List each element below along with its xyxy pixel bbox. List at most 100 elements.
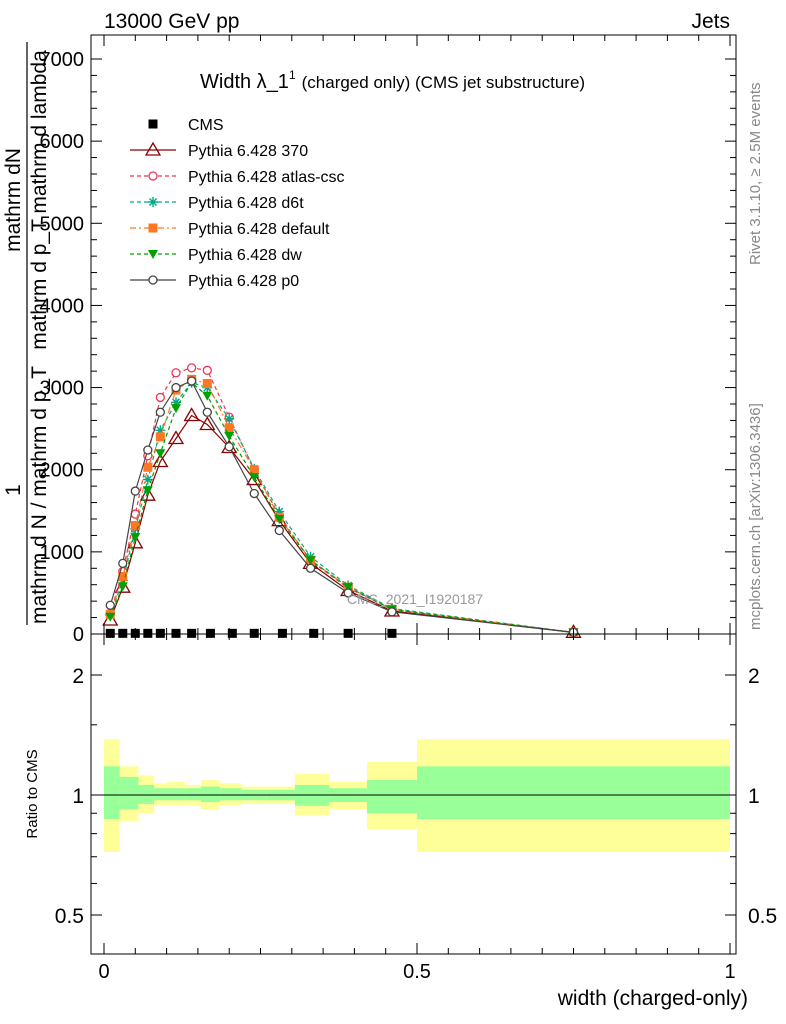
- legend-marker: [148, 119, 158, 129]
- series-4: [105, 374, 578, 637]
- legend-label: Pythia 6.428 dw: [188, 247, 302, 264]
- data-point: [155, 392, 165, 403]
- data-point: [130, 486, 140, 496]
- data-point: [118, 558, 128, 569]
- data-point: [305, 556, 316, 566]
- ratio-ytick-label-left: 1: [72, 785, 84, 808]
- data-point: [171, 382, 181, 393]
- main-ytick-label: 7000: [40, 49, 85, 71]
- data-point: [155, 407, 165, 417]
- xtick-label: 1: [724, 961, 735, 983]
- legend: CMS Pythia 6.428 370 Pythia 6.428 atlas-cs…: [130, 117, 345, 290]
- data-point: [387, 607, 397, 617]
- data-point: [171, 368, 181, 378]
- data-point: [249, 628, 259, 638]
- main-yticks: 0 1000 2000 3000 4000 5000 6000 7000: [40, 49, 736, 646]
- data-point: [118, 572, 128, 581]
- main-ytick-label: 4000: [40, 295, 85, 317]
- series-6: [105, 376, 579, 638]
- data-point: [343, 588, 353, 598]
- data-point: [249, 465, 259, 475]
- legend-label: Pythia 6.428 d6t: [188, 195, 304, 212]
- legend-entry: Pythia 6.428 d6t: [130, 195, 304, 212]
- data-point: [274, 525, 284, 536]
- data-point: [130, 521, 140, 531]
- header-right: Jets: [691, 10, 730, 33]
- main-xticks: [103, 35, 731, 634]
- data-point: [246, 471, 263, 486]
- ratio-ylabel: Ratio to CMS: [24, 749, 41, 838]
- data-point: [224, 423, 234, 433]
- legend-label: Pythia 6.428 p0: [188, 273, 299, 290]
- data-point: [343, 628, 353, 638]
- data-point: [309, 628, 319, 638]
- legend-entry: Pythia 6.428 default: [130, 221, 330, 238]
- data-point: [199, 416, 216, 431]
- data-point: [117, 582, 128, 592]
- ratio-ytick-label-right: 1: [748, 785, 760, 808]
- main-ytick-label: 0: [73, 624, 84, 646]
- ratio-panel: 0.5 0.51 12 2 0 0.5 1 Ratio to CMS width (cha…: [24, 633, 777, 1010]
- data-point: [143, 462, 153, 472]
- main-ytick-label: 3000: [40, 378, 85, 400]
- ratio-inner-band: [185, 788, 202, 801]
- data-point: [155, 628, 165, 638]
- ylabel-top-denominator: mathrm d p_T mathrm d lambda: [28, 50, 51, 350]
- ratio-ytick-label-right: 0.5: [748, 905, 777, 928]
- data-point: [118, 628, 128, 638]
- ylabel-top-numerator: mathrm dN: [2, 148, 25, 252]
- main-ytick-label: 5000: [40, 213, 85, 235]
- ylabel-prefix-numerator: 1: [2, 484, 25, 496]
- data-point: [143, 445, 153, 455]
- ratio-frame: [90, 633, 737, 955]
- data-point: [130, 509, 140, 519]
- data-point: [224, 413, 235, 424]
- data-point: [187, 628, 197, 638]
- legend-marker: [148, 223, 158, 233]
- rivet-label: Rivet 3.1.10, ≥ 2.5M events: [747, 83, 764, 266]
- ratio-yticks: 0.5 0.5 1 1 2 2: [55, 665, 777, 928]
- data-point: [142, 474, 153, 485]
- data-point: [170, 397, 181, 408]
- legend-entry: Pythia 6.428 370: [130, 141, 308, 160]
- legend-marker: [148, 171, 158, 181]
- data-point: [202, 365, 212, 375]
- legend-label: Pythia 6.428 atlas-csc: [188, 169, 345, 186]
- data-point: [102, 611, 119, 626]
- ratio-inner-band: [366, 780, 417, 814]
- data-point: [274, 506, 285, 517]
- ratio-inner-band: [138, 784, 155, 804]
- ratio-ytick-label-left: 2: [72, 665, 84, 688]
- data-point: [202, 391, 213, 401]
- series-line: [109, 414, 574, 633]
- data-point: [202, 407, 212, 417]
- data-point: [205, 628, 215, 638]
- data-point: [274, 515, 285, 524]
- data-point: [227, 628, 237, 638]
- data-point: [130, 533, 141, 543]
- main-ytick-label: 6000: [40, 131, 85, 153]
- ratio-ytick-label-right: 2: [748, 665, 760, 688]
- ratio-inner-band: [219, 788, 242, 801]
- data-point: [343, 583, 354, 593]
- legend-marker: [144, 141, 162, 156]
- header-left: 13000 GeV pp: [104, 10, 239, 33]
- main-series-group: [102, 363, 582, 639]
- main-ytick-label: 2000: [40, 460, 85, 482]
- main-ylabel: mathrm dN mathrm d p_T mathrm d lambda 1…: [2, 42, 51, 625]
- legend-label: Pythia 6.428 default: [188, 221, 330, 238]
- data-point: [183, 407, 200, 422]
- ratio-xticks: 0 0.5 1: [98, 634, 736, 983]
- watermark: CMS_2021_I1920187: [347, 591, 483, 607]
- data-point: [387, 628, 397, 638]
- series-1: [102, 407, 582, 639]
- ratio-inner-band: [104, 766, 120, 820]
- data-point: [143, 628, 153, 638]
- data-point: [105, 600, 115, 610]
- legend-entry: Pythia 6.428 atlas-csc: [130, 169, 345, 186]
- legend-label: CMS: [188, 117, 224, 134]
- data-point: [202, 378, 212, 388]
- legend-marker: [148, 197, 158, 207]
- data-point: [155, 425, 166, 436]
- data-point: [171, 628, 181, 638]
